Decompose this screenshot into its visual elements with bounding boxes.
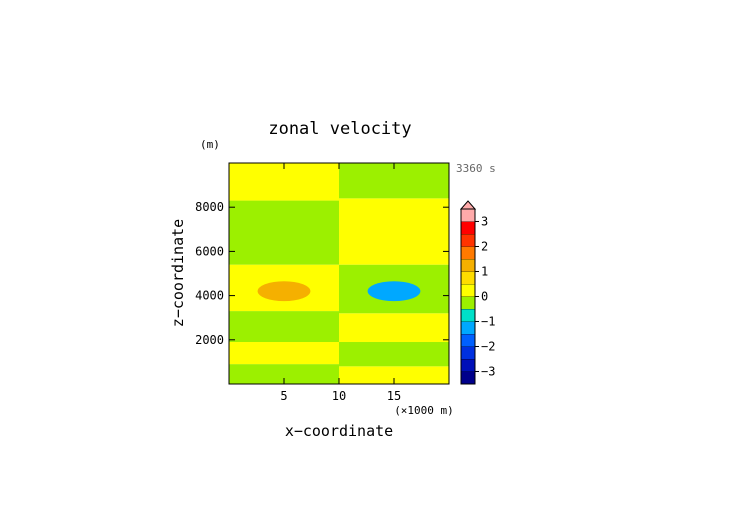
x-axis-label: x−coordinate [285,422,393,440]
chart-title: zonal velocity [268,119,411,139]
colorbar-level-5 [461,309,475,322]
colorbar-tick-label: 3 [481,215,488,229]
colorbar-tick-label: −1 [481,315,495,329]
colorbar-level-9 [461,259,475,272]
colorbar-level-4 [461,321,475,334]
colorbar-tick-label: −2 [481,340,495,354]
colorbar-level-12 [461,221,475,234]
field-band-8 [339,313,449,343]
field-band-6 [339,366,449,384]
y-tick-label: 8000 [195,200,224,214]
colorbar: 3 2 1 0 −1 −2 −3 [459,200,495,385]
colorbar-level-6 [461,296,475,309]
x-tick-label: 15 [387,389,401,403]
colorbar-extend-arrow [459,200,477,210]
colorbar-level-0 [461,371,475,384]
field-band-0 [229,364,339,384]
colorbar-level-1 [461,359,475,372]
negative-anomaly [367,281,421,302]
colorbar-level-10 [461,246,475,259]
colorbar-tick-label: −3 [481,365,495,379]
y-axis-ticks: 2000 4000 6000 8000 [195,200,449,347]
colorbar-level-2 [461,346,475,359]
colorbar-level-7 [461,284,475,297]
field-band-4 [229,200,339,265]
field-band-1 [229,342,339,365]
colorbar-tick-label: 1 [481,265,488,279]
colorbar-level-11 [461,234,475,247]
y-axis-label: z−coordinate [169,219,187,327]
positive-anomaly [257,281,311,302]
time-label: 3360 s [456,162,496,175]
colorbar-tick-label: 2 [481,240,488,254]
field-band-7 [339,342,449,367]
field-band-10 [339,198,449,265]
y-tick-label: 6000 [195,244,224,258]
x-unit-label: (×1000 m) [394,404,454,417]
field-band-5 [229,163,339,201]
colorbar-tick-label: 0 [481,290,488,304]
y-tick-label: 4000 [195,289,224,303]
velocity-field [229,163,449,384]
x-axis-ticks: 5 10 15 [280,163,401,403]
colorbar-level-13 [461,209,475,222]
colorbar-level-3 [461,334,475,347]
x-tick-label: 10 [332,389,346,403]
colorbar-level-8 [461,271,475,284]
y-unit-label: (m) [200,138,220,151]
field-band-2 [229,311,339,343]
x-tick-label: 5 [280,389,287,403]
y-tick-label: 2000 [195,333,224,347]
